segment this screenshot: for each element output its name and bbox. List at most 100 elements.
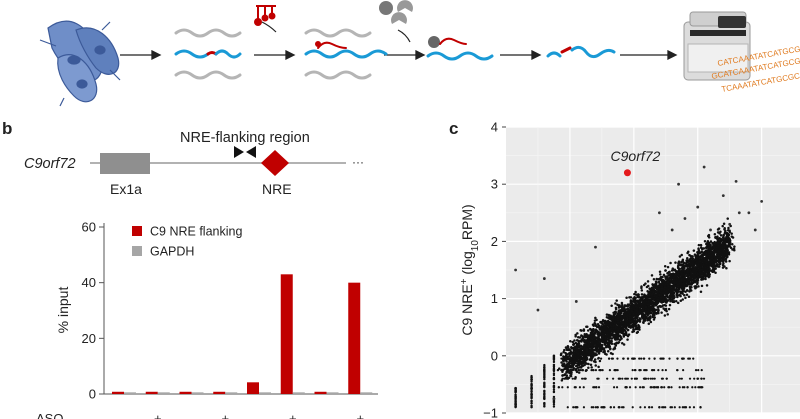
data-point bbox=[597, 334, 600, 337]
data-point bbox=[689, 276, 693, 280]
data-point bbox=[587, 341, 591, 345]
data-point bbox=[681, 269, 684, 272]
data-point bbox=[560, 357, 563, 360]
data-point bbox=[597, 324, 601, 328]
data-point bbox=[567, 348, 570, 352]
captured-strand-icon bbox=[426, 36, 494, 61]
data-point bbox=[614, 344, 618, 347]
data-point bbox=[694, 386, 697, 389]
data-point bbox=[650, 307, 653, 311]
data-point bbox=[666, 291, 669, 294]
data-point bbox=[662, 273, 666, 277]
data-point bbox=[574, 369, 577, 372]
data-point bbox=[610, 357, 614, 360]
data-point bbox=[574, 345, 578, 349]
data-point bbox=[706, 257, 709, 261]
outlier-point bbox=[542, 277, 546, 280]
data-point bbox=[563, 348, 566, 352]
data-point bbox=[691, 263, 694, 266]
data-point bbox=[636, 319, 640, 322]
data-point bbox=[665, 377, 668, 380]
data-point bbox=[595, 386, 598, 389]
data-point bbox=[676, 265, 680, 268]
data-point bbox=[622, 343, 626, 346]
data-point bbox=[591, 340, 594, 344]
bar bbox=[191, 392, 204, 394]
data-point bbox=[636, 303, 639, 306]
data-point bbox=[580, 338, 584, 341]
data-point bbox=[686, 289, 689, 292]
data-point bbox=[585, 369, 588, 372]
data-point bbox=[572, 353, 575, 357]
data-point bbox=[704, 272, 707, 276]
data-point bbox=[574, 335, 577, 338]
legend-swatch bbox=[132, 246, 142, 256]
legend-swatch bbox=[132, 226, 142, 236]
data-point bbox=[624, 386, 627, 389]
data-point bbox=[681, 258, 685, 262]
data-point bbox=[587, 362, 590, 366]
data-point bbox=[726, 229, 730, 232]
data-point bbox=[617, 304, 621, 307]
data-point bbox=[597, 357, 600, 360]
data-point bbox=[664, 369, 667, 372]
data-point bbox=[589, 335, 593, 338]
data-point bbox=[543, 381, 546, 384]
data-point bbox=[589, 331, 593, 335]
data-point bbox=[574, 348, 578, 352]
data-point bbox=[585, 354, 589, 357]
data-point bbox=[651, 315, 655, 319]
data-point bbox=[626, 328, 630, 332]
data-point bbox=[576, 366, 580, 370]
data-point bbox=[706, 239, 710, 243]
workflow-arrows bbox=[120, 49, 678, 61]
data-point bbox=[666, 283, 669, 286]
data-point bbox=[664, 406, 667, 409]
data-point bbox=[672, 276, 675, 279]
data-point bbox=[671, 298, 674, 301]
data-point bbox=[620, 331, 623, 334]
data-point bbox=[681, 357, 684, 360]
aso-sign: – bbox=[188, 411, 196, 419]
data-point bbox=[626, 303, 630, 306]
data-point bbox=[676, 285, 680, 288]
data-point bbox=[619, 312, 623, 315]
y-tick-label: 0 bbox=[491, 348, 498, 363]
data-point bbox=[585, 356, 589, 360]
data-point bbox=[644, 307, 647, 311]
gene-label: C9orf72 bbox=[24, 156, 76, 172]
data-point bbox=[606, 377, 609, 380]
data-point bbox=[632, 312, 635, 316]
data-point bbox=[649, 377, 652, 380]
data-point bbox=[612, 406, 616, 409]
data-point bbox=[650, 406, 654, 409]
data-point bbox=[713, 251, 716, 254]
data-point bbox=[686, 268, 690, 272]
data-point bbox=[627, 325, 631, 328]
data-point bbox=[597, 386, 601, 389]
bar bbox=[280, 274, 293, 394]
data-point bbox=[708, 267, 711, 270]
y-tick-label: 4 bbox=[491, 120, 498, 135]
data-point bbox=[680, 278, 683, 282]
data-point bbox=[621, 341, 624, 345]
data-point bbox=[658, 406, 661, 409]
data-point bbox=[687, 357, 690, 360]
data-point bbox=[579, 339, 583, 343]
data-point bbox=[530, 389, 533, 393]
data-point bbox=[723, 226, 726, 230]
data-point bbox=[571, 347, 574, 350]
data-point bbox=[632, 297, 635, 300]
data-point bbox=[722, 222, 726, 226]
data-point bbox=[661, 377, 664, 380]
scatter-plot: −1 0 1 2 3 4 C9 NRE+ (log10RPM) C9orf72 bbox=[459, 120, 800, 419]
data-point bbox=[615, 335, 619, 338]
y-tick-label: −1 bbox=[483, 406, 498, 419]
data-point bbox=[705, 270, 709, 274]
data-point bbox=[662, 292, 665, 295]
highlight-point bbox=[623, 169, 631, 177]
data-point bbox=[612, 324, 615, 328]
data-point bbox=[696, 253, 699, 256]
outlier-point bbox=[696, 205, 700, 209]
data-point bbox=[577, 363, 581, 367]
